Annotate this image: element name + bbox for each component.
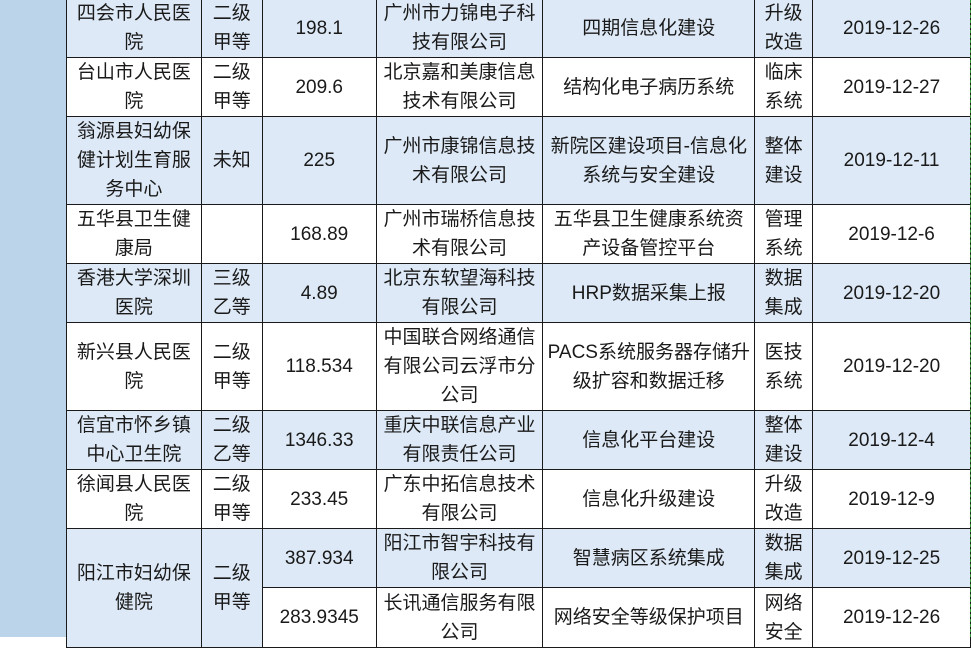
cell-date: 2019-12-20	[812, 322, 971, 411]
cell-company: 广州市瑞桥信息技术有限公司	[375, 204, 544, 264]
cell-type: 整体建设	[754, 410, 814, 470]
cell-date: 2019-12-11	[812, 116, 971, 205]
cell-amount: 118.534	[261, 322, 377, 411]
cell-hospital: 翁源县妇幼保健计划生育服务中心	[66, 116, 202, 205]
cell-project: 信息化平台建设	[542, 410, 756, 470]
cell-date: 2019-12-26	[812, 587, 971, 648]
cell-amount: 1346.33	[261, 410, 377, 470]
cell-project: 五华县卫生健康系统资产设备管控平台	[542, 204, 756, 264]
cell-project: 新院区建设项目-信息化系统与安全建设	[542, 116, 756, 205]
cell-project: HRP数据采集上报	[542, 263, 756, 323]
cell-level: 三级乙等	[200, 263, 263, 323]
cell-company: 长讯通信服务有限公司	[375, 587, 544, 648]
cell-company: 中国联合网络通信有限公司云浮市分公司	[375, 322, 544, 411]
cell-type: 升级改造	[754, 469, 814, 529]
table-row: 信宜市怀乡镇中心卫生院 二级乙等 1346.33 重庆中联信息产业有限责任公司 信息化平…	[66, 410, 971, 470]
cell-level: 二级甲等	[200, 322, 263, 411]
cell-date: 2019-12-25	[812, 528, 971, 588]
cell-hospital: 香港大学深圳医院	[66, 263, 202, 323]
cell-hospital: 台山市人民医院	[66, 57, 202, 117]
cell-company: 重庆中联信息产业有限责任公司	[375, 410, 544, 470]
cell-hospital: 信宜市怀乡镇中心卫生院	[66, 410, 202, 470]
table-row: 台山市人民医院 二级甲等 209.6 北京嘉和美康信息技术有限公司 结构化电子病历系统临…	[66, 57, 971, 117]
cell-type: 数据集成	[754, 263, 814, 323]
cell-amount: 168.89	[261, 204, 377, 264]
cell-level: 二级甲等	[200, 57, 263, 117]
cell-amount: 4.89	[261, 263, 377, 323]
cell-project: 信息化升级建设	[542, 469, 756, 529]
table-row: 徐闻县人民医院 二级甲等 233.45 广东中拓信息技术有限公司 信息化升级建设 升级改造…	[66, 469, 971, 529]
cell-date: 2019-12-9	[812, 469, 971, 529]
cell-type: 数据集成	[754, 528, 814, 588]
cell-type: 整体建设	[754, 116, 814, 205]
cell-amount: 225	[261, 116, 377, 205]
cell-project: 四期信息化建设	[542, 0, 756, 58]
cell-date: 2019-12-20	[812, 263, 971, 323]
cell-type: 临床系统	[754, 57, 814, 117]
cell-project: 结构化电子病历系统	[542, 57, 756, 117]
table-row: 香港大学深圳医院 三级乙等 4.89 北京东软望海科技有限公司 HRP数据采集上报 数据集…	[66, 263, 971, 323]
cell-company: 广州市康锦信息技术有限公司	[375, 116, 544, 205]
cell-date: 2019-12-4	[812, 410, 971, 470]
cell-company: 阳江市智宇科技有限公司	[375, 528, 544, 588]
cell-level: 二级甲等	[200, 469, 263, 529]
cell-hospital: 五华县卫生健康局	[66, 204, 202, 264]
left-panel	[0, 0, 66, 637]
cell-type: 网络安全	[754, 587, 814, 648]
cell-company: 北京嘉和美康信息技术有限公司	[375, 57, 544, 117]
cell-project: PACS系统服务器存储升级扩容和数据迁移	[542, 322, 756, 411]
cell-hospital: 徐闻县人民医院	[66, 469, 202, 529]
cell-date: 2019-12-27	[812, 57, 971, 117]
cell-company: 广东中拓信息技术有限公司	[375, 469, 544, 529]
cell-level: 二级乙等	[200, 410, 263, 470]
cell-date: 2019-12-26	[812, 0, 971, 58]
cell-hospital: 阳江市妇幼保健院	[66, 528, 202, 648]
cell-project: 网络安全等级保护项目	[542, 587, 756, 648]
cell-amount: 209.6	[261, 57, 377, 117]
cell-amount: 198.1	[261, 0, 377, 58]
hospital-procurement-table: 四会市人民医院 二级甲等 198.1 广州市力锦电子科技有限公司 四期信息化建设 升级改造…	[66, 0, 971, 648]
cell-amount: 283.9345	[261, 587, 377, 648]
cell-type: 升级改造	[754, 0, 814, 58]
cell-project: 智慧病区系统集成	[542, 528, 756, 588]
cell-hospital: 新兴县人民医院	[66, 322, 202, 411]
cell-company: 北京东软望海科技有限公司	[375, 263, 544, 323]
table-row: 四会市人民医院 二级甲等 198.1 广州市力锦电子科技有限公司 四期信息化建设 升级改造…	[66, 0, 971, 58]
cell-type: 医技系统	[754, 322, 814, 411]
table-row: 翁源县妇幼保健计划生育服务中心 未知 225 广州市康锦信息技术有限公司 新院区建设项目…	[66, 116, 971, 205]
cell-level: 二级甲等	[200, 528, 263, 648]
cell-hospital: 四会市人民医院	[66, 0, 202, 58]
cell-date: 2019-12-6	[812, 204, 971, 264]
cell-company: 广州市力锦电子科技有限公司	[375, 0, 544, 58]
cell-amount: 233.45	[261, 469, 377, 529]
table-row: 阳江市妇幼保健院 二级甲等 387.934 阳江市智宇科技有限公司 智慧病区系统集成 数据…	[66, 528, 971, 648]
cell-level: 二级甲等	[200, 0, 263, 58]
table-row: 五华县卫生健康局 168.89 广州市瑞桥信息技术有限公司 五华县卫生健康系统资产设备…	[66, 204, 971, 264]
table-row: 新兴县人民医院 二级甲等 118.534 中国联合网络通信有限公司云浮市分公司 PACS…	[66, 322, 971, 411]
cell-type: 管理系统	[754, 204, 814, 264]
cell-level	[200, 204, 263, 264]
cell-amount: 387.934	[261, 528, 377, 588]
cell-level: 未知	[200, 116, 263, 205]
